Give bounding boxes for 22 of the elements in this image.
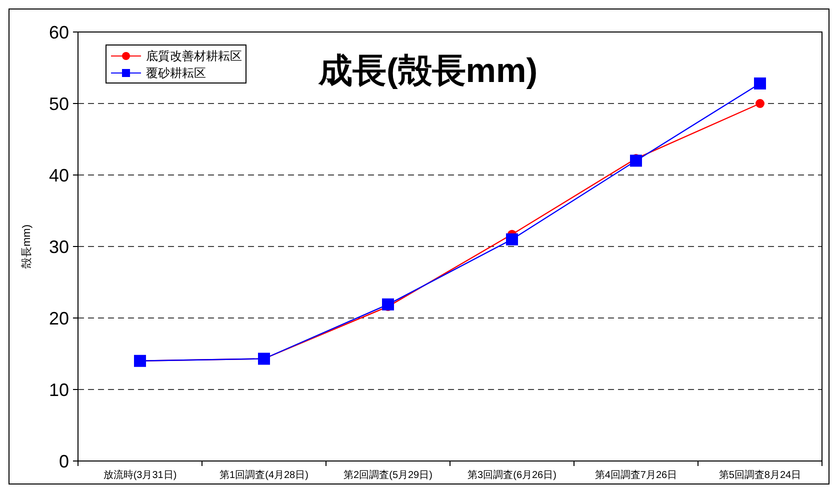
x-tick-label: 第1回調査(4月28日) bbox=[220, 469, 308, 481]
x-tick-label: 第2回調査(5月29日) bbox=[344, 469, 432, 481]
point bbox=[382, 298, 394, 310]
y-tick-label: 50 bbox=[48, 94, 69, 114]
text: 成長(殻長mm) bbox=[317, 52, 538, 90]
x-tick-label: 第5回調査8月24日 bbox=[718, 469, 802, 481]
x-tick-label: 第4回調査7月26日 bbox=[594, 469, 678, 481]
y-tick-label: 0 bbox=[58, 451, 69, 472]
legend-label: 覆砂耕耘区 bbox=[146, 66, 206, 80]
point bbox=[756, 99, 764, 108]
x-tick-label: 第3回調査(6月26日) bbox=[468, 469, 556, 481]
point bbox=[630, 154, 642, 167]
y-tick-label: 60 bbox=[48, 22, 69, 42]
y-tick-label: 40 bbox=[48, 165, 69, 186]
x-tick-label: 放流時(3月31日) bbox=[103, 469, 177, 481]
point bbox=[506, 233, 518, 246]
legend-label: 底質改善材耕耘区 bbox=[146, 49, 242, 64]
y-axis-title: 殻長mm) bbox=[21, 224, 33, 268]
y-tick-label: 10 bbox=[48, 380, 69, 400]
point bbox=[754, 77, 766, 90]
y-tick-label: 30 bbox=[48, 236, 69, 257]
y-tick-label: 20 bbox=[48, 308, 69, 328]
